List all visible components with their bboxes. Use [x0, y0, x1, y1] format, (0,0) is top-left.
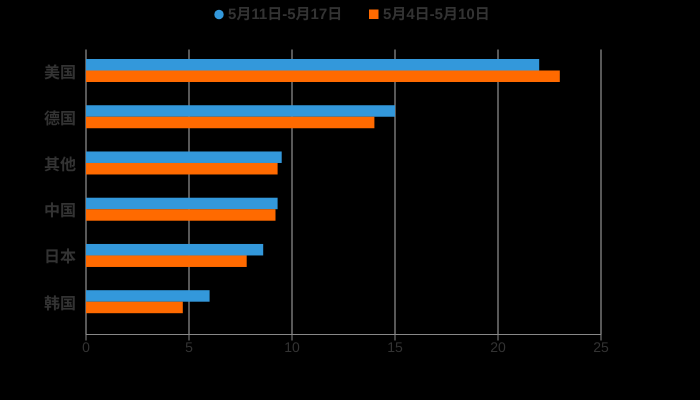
svg-text:美国: 美国	[44, 64, 76, 82]
svg-text:5月11日-5月17日: 5月11日-5月17日	[228, 6, 342, 23]
svg-text:5: 5	[185, 339, 193, 355]
svg-text:其他: 其他	[44, 156, 76, 174]
svg-text:德国: 德国	[44, 110, 76, 128]
svg-text:韩国: 韩国	[44, 295, 76, 313]
svg-text:日本: 日本	[44, 248, 76, 266]
svg-text:中国: 中国	[44, 202, 76, 220]
svg-text:10: 10	[284, 339, 300, 355]
svg-text:25: 25	[593, 339, 609, 355]
svg-text:0: 0	[82, 339, 90, 355]
svg-text:15: 15	[387, 339, 403, 355]
svg-text:20: 20	[490, 339, 506, 355]
svg-text:5月4日-5月10日: 5月4日-5月10日	[383, 6, 490, 23]
